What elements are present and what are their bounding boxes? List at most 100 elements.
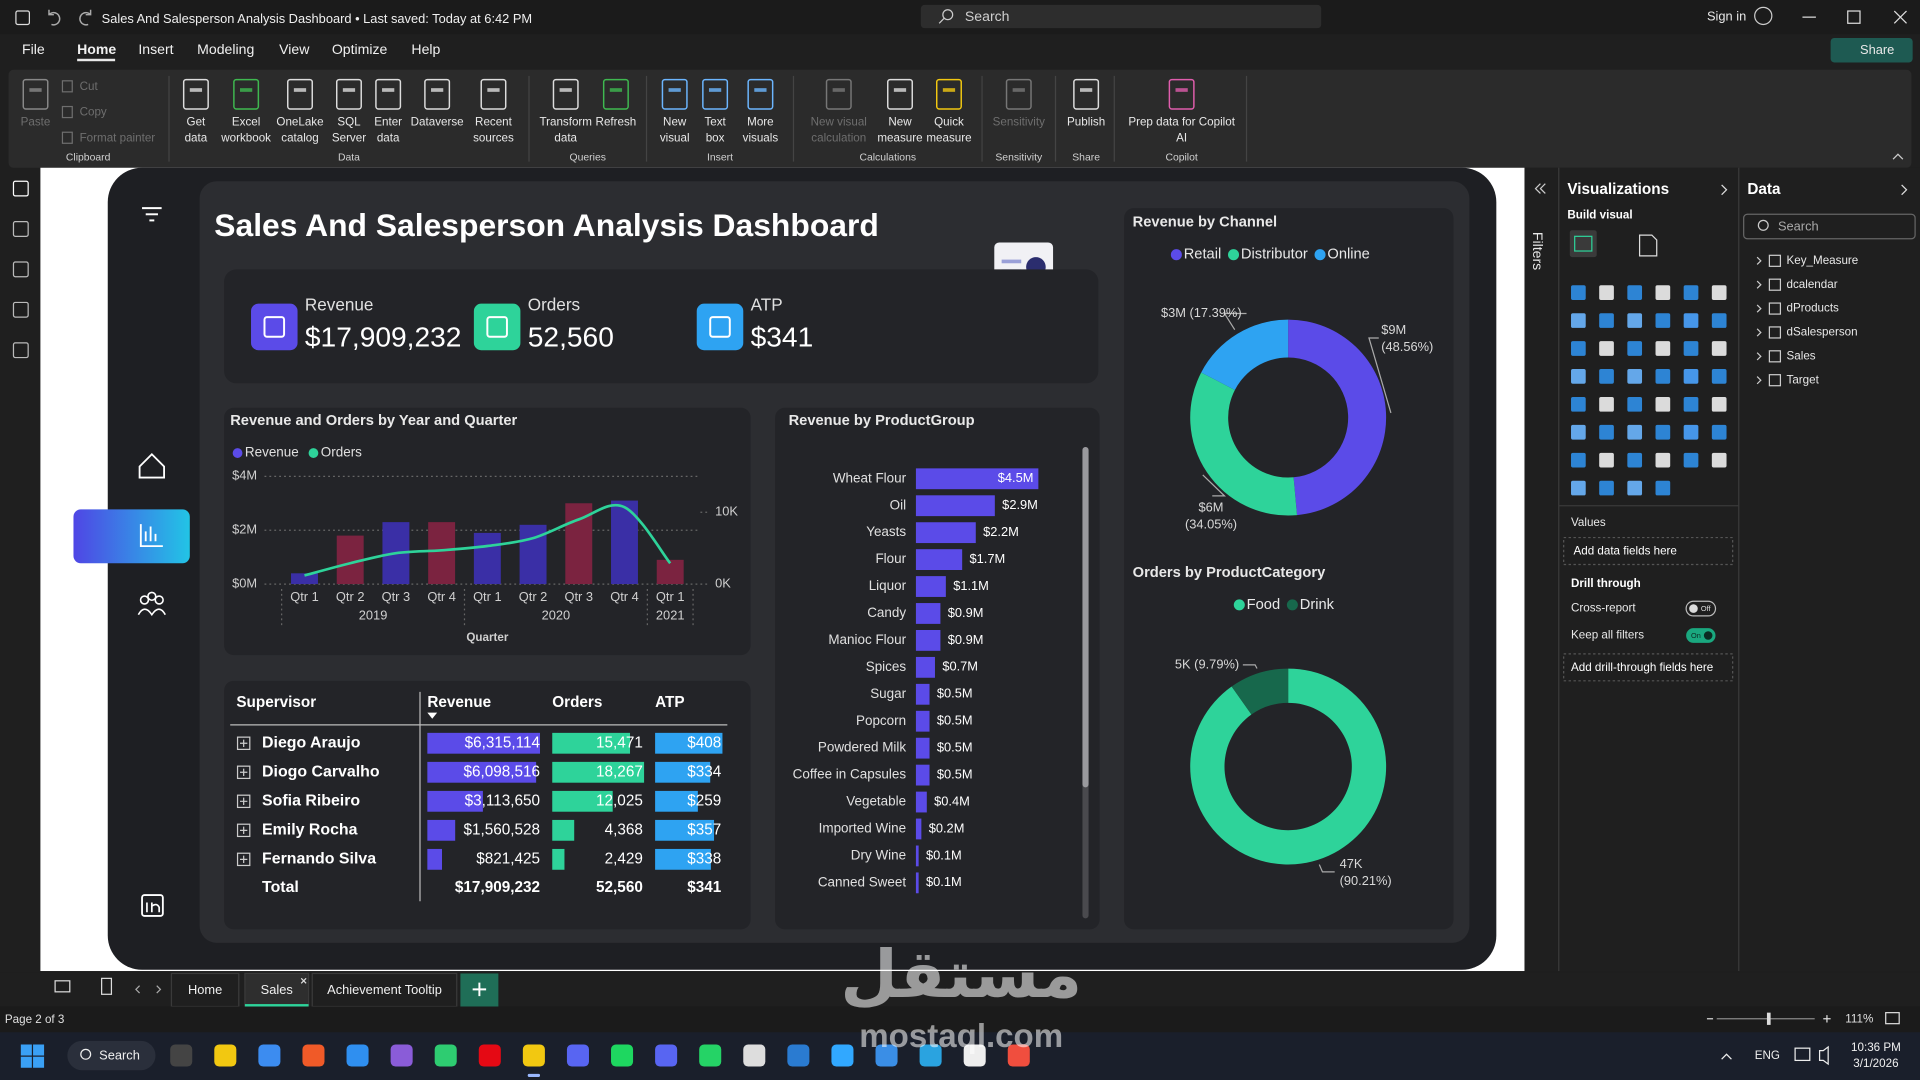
menu-item[interactable]: Optimize xyxy=(332,41,388,57)
ribbon-button-label[interactable]: New xyxy=(663,116,687,129)
menu-item[interactable]: Help xyxy=(411,41,440,57)
expand-icon[interactable] xyxy=(236,736,251,750)
start-tile[interactable] xyxy=(33,1056,45,1068)
ribbon-button-label[interactable]: data xyxy=(554,131,577,144)
visual-type-icon[interactable] xyxy=(1599,424,1614,440)
taskbar-app[interactable] xyxy=(478,1044,501,1067)
ribbon-button-label[interactable]: Text xyxy=(704,116,726,129)
visual-type-icon[interactable] xyxy=(1655,424,1671,440)
ribbon-icon[interactable] xyxy=(661,78,688,110)
scrollbar-thumb[interactable] xyxy=(1082,446,1089,788)
visual-type-icon[interactable] xyxy=(1711,285,1727,300)
taskbar-app[interactable] xyxy=(1007,1044,1030,1067)
zoom-thumb[interactable] xyxy=(1766,1012,1771,1025)
ribbon-button-label[interactable]: Sensitivity xyxy=(993,116,1046,129)
clipboard-label[interactable]: Copy xyxy=(80,106,107,119)
close[interactable] xyxy=(1893,10,1907,24)
page-tab[interactable] xyxy=(311,972,458,1008)
ribbon-button-label[interactable]: AI xyxy=(1176,131,1187,144)
visual-type-icon[interactable] xyxy=(1683,396,1699,412)
ribbon-icon[interactable] xyxy=(22,78,49,110)
visual-type-icon[interactable] xyxy=(1599,313,1614,328)
expand-icon[interactable] xyxy=(236,765,251,780)
desktop-view-icon[interactable] xyxy=(54,980,71,993)
page-tab-label[interactable]: Home xyxy=(188,982,222,997)
share-label[interactable]: Share xyxy=(1860,42,1894,57)
taskbar-search[interactable] xyxy=(67,1040,156,1071)
menu-item[interactable]: File xyxy=(22,41,45,57)
taskbar-app[interactable] xyxy=(743,1044,766,1067)
visual-type-icon[interactable] xyxy=(1571,424,1586,440)
menu-item[interactable]: Home xyxy=(77,41,116,57)
visual-type-icon[interactable] xyxy=(1571,452,1586,468)
expand-icon[interactable] xyxy=(236,794,251,809)
filters-collapse[interactable] xyxy=(1534,183,1546,194)
ribbon-button-label[interactable]: Get xyxy=(187,116,207,129)
search-box[interactable] xyxy=(920,4,1322,29)
expand-chevron[interactable] xyxy=(1756,352,1762,361)
ribbon-collapse[interactable] xyxy=(1892,153,1904,160)
visual-type-icon[interactable] xyxy=(1655,452,1671,468)
visual-type-icon[interactable] xyxy=(1571,480,1586,496)
start-tile[interactable] xyxy=(20,1044,32,1056)
page-tab-label[interactable]: Achievement Tooltip xyxy=(327,982,442,997)
build-visual-tab[interactable] xyxy=(1569,230,1597,258)
ribbon-icon[interactable] xyxy=(825,78,852,110)
visual-type-icon[interactable] xyxy=(1599,452,1614,468)
table-name[interactable]: Sales xyxy=(1787,349,1816,362)
expand-chevron[interactable] xyxy=(1756,280,1762,289)
table-name[interactable]: dSalesperson xyxy=(1787,326,1858,339)
maximize[interactable] xyxy=(1847,10,1861,24)
ribbon-icon[interactable] xyxy=(887,78,913,110)
redo-icon[interactable] xyxy=(79,9,92,26)
ribbon-button-label[interactable]: calculation xyxy=(811,131,866,144)
zoom-plus[interactable] xyxy=(1823,1015,1831,1023)
visual-type-icon[interactable] xyxy=(1627,452,1643,468)
ribbon-button-label[interactable]: measure xyxy=(877,131,922,144)
visual-type-icon[interactable] xyxy=(1627,341,1643,356)
data-search[interactable] xyxy=(1743,213,1916,240)
ribbon-icon[interactable] xyxy=(182,78,209,110)
tab-close[interactable] xyxy=(300,977,307,984)
visual-type-icon[interactable] xyxy=(1711,369,1727,384)
ribbon-icon[interactable] xyxy=(480,78,507,110)
ribbon-button-label[interactable]: Prep data for Copilot xyxy=(1128,116,1235,129)
menu-item[interactable]: Insert xyxy=(138,41,173,57)
visual-type-icon[interactable] xyxy=(1655,396,1671,412)
visual-type-icon[interactable] xyxy=(1571,285,1586,300)
taskbar-app[interactable] xyxy=(566,1044,589,1067)
expand-chevron[interactable] xyxy=(1756,376,1762,385)
table-name[interactable]: dProducts xyxy=(1787,302,1840,315)
toggle[interactable] xyxy=(1685,600,1717,617)
ribbon-button-label[interactable]: More xyxy=(747,116,774,129)
visual-type-icon[interactable] xyxy=(1627,396,1643,412)
sign-in[interactable]: Sign in xyxy=(1707,9,1746,24)
ribbon-icon[interactable] xyxy=(936,78,962,110)
ribbon-icon[interactable] xyxy=(702,78,729,110)
taskbar-app[interactable] xyxy=(522,1044,545,1067)
ribbon-button-label[interactable]: box xyxy=(706,131,725,144)
nav-people[interactable] xyxy=(154,595,164,605)
ribbon-button-label[interactable]: Enter xyxy=(374,116,402,129)
taskbar-app[interactable] xyxy=(170,1044,193,1067)
visual-type-icon[interactable] xyxy=(1599,285,1614,300)
nav-active[interactable] xyxy=(73,509,190,564)
visual-type-icon[interactable] xyxy=(1655,313,1671,328)
pane-collapse[interactable] xyxy=(1901,184,1908,196)
visual-type-icon[interactable] xyxy=(1683,424,1699,440)
format-visual-icon[interactable] xyxy=(1638,234,1658,257)
fit-page[interactable] xyxy=(1885,1012,1900,1025)
ribbon-button-label[interactable]: visual xyxy=(660,131,690,144)
visual-type-icon[interactable] xyxy=(1571,341,1586,356)
visual-type-icon[interactable] xyxy=(1599,396,1614,412)
tab-scroll[interactable] xyxy=(135,985,162,994)
taskbar-app[interactable] xyxy=(963,1044,986,1067)
expand-icon[interactable] xyxy=(236,852,251,867)
taskbar-app[interactable] xyxy=(875,1044,898,1067)
taskbar-app[interactable] xyxy=(390,1044,413,1067)
page-tab[interactable] xyxy=(244,972,310,1008)
ribbon-button-label[interactable]: sources xyxy=(473,131,514,144)
ribbon-button-label[interactable]: Quick xyxy=(934,116,964,129)
ribbon-button-label[interactable]: Dataverse xyxy=(411,116,464,129)
visual-type-icon[interactable] xyxy=(1683,341,1699,356)
